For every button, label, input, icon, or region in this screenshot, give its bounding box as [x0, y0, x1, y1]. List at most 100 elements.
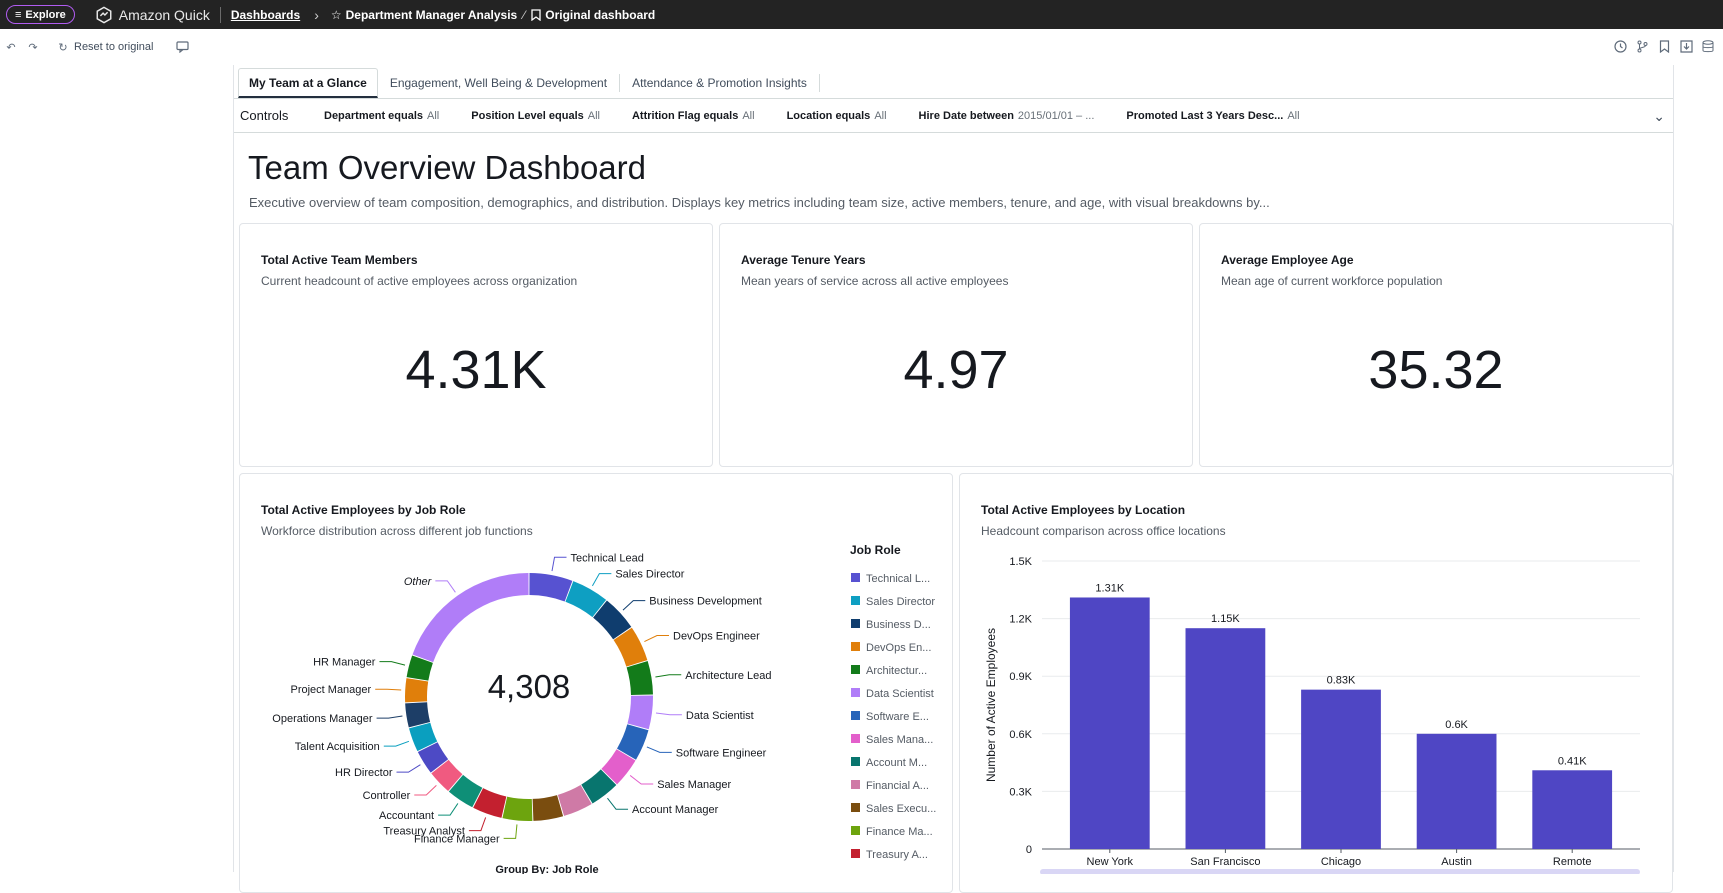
reset-to-original-button[interactable]: ↻ Reset to original: [56, 40, 153, 54]
leader-line: [396, 764, 421, 773]
bar[interactable]: [1185, 628, 1266, 849]
legend-item[interactable]: Account M...: [866, 757, 927, 769]
bookmark-icon[interactable]: [1657, 39, 1671, 53]
donut-slice[interactable]: [613, 627, 648, 667]
dashboard-name: Original dashboard: [545, 7, 656, 22]
brand[interactable]: Amazon Quick: [95, 6, 210, 24]
control-hire-date[interactable]: Hire Date between 2015/01/01 – ...: [918, 109, 1095, 122]
chevron-down-icon[interactable]: ⌄: [1653, 108, 1665, 124]
redo-icon[interactable]: ↷: [28, 41, 38, 54]
divider: [219, 6, 221, 23]
legend-item[interactable]: Software E...: [866, 711, 929, 723]
donut-slice[interactable]: [405, 702, 431, 728]
slice-label: HR Director: [335, 767, 393, 779]
slice-label: Account Manager: [632, 804, 719, 816]
kpi-card-tenure[interactable]: Average Tenure Years Mean years of servi…: [719, 223, 1193, 467]
donut-slice[interactable]: [593, 600, 632, 640]
tab-my-team-at-a-glance[interactable]: My Team at a Glance: [238, 68, 378, 98]
legend-item[interactable]: Architectur...: [866, 665, 927, 677]
control-position-level[interactable]: Position Level equals All: [471, 109, 600, 122]
control-attrition-flag[interactable]: Attrition Flag equals All: [631, 109, 755, 122]
kpi-value: 4.31K: [405, 340, 547, 400]
donut-center-value: 4,308: [488, 668, 571, 705]
bar[interactable]: [1301, 689, 1381, 849]
bar-chart[interactable]: 0 0.3K 0.6K 0.9K 1.2K 1.5K Number of Active Em…: [960, 474, 1672, 874]
donut-slice[interactable]: [627, 695, 653, 730]
legend-item[interactable]: Sales Mana...: [866, 734, 933, 746]
legend-item[interactable]: Sales Execu...: [866, 803, 936, 815]
donut-slice[interactable]: [557, 785, 592, 816]
clock-icon[interactable]: [1613, 39, 1627, 53]
donut-chart[interactable]: 4,308 Group By: Job Role Job Role Techni…: [240, 474, 952, 874]
breadcrumb-dashboard[interactable]: Original dashboard: [531, 8, 655, 22]
slice-label: Software Engineer: [676, 747, 767, 759]
leader-line: [655, 674, 682, 678]
slice-label: Business Development: [649, 596, 762, 608]
slash-separator: ⁄: [523, 7, 526, 22]
control-promoted[interactable]: Promoted Last 3 Years Desc... All: [1126, 109, 1300, 122]
legend-item[interactable]: Data Scientist: [866, 688, 934, 700]
slice-label: Data Scientist: [686, 710, 754, 722]
legend-swatch: [851, 757, 860, 766]
donut-slice[interactable]: [502, 796, 533, 821]
donut-slice[interactable]: [448, 774, 483, 808]
donut-slice[interactable]: [581, 769, 617, 804]
legend-swatch: [851, 780, 860, 789]
branch-icon[interactable]: [1635, 39, 1649, 53]
donut-slice[interactable]: [405, 678, 429, 703]
breadcrumb-analysis[interactable]: ☆ Department Manager Analysis: [331, 8, 517, 22]
bar-data-label: 0.41K: [1558, 755, 1587, 767]
legend-item[interactable]: Business D...: [866, 619, 931, 631]
legend-item[interactable]: DevOps En...: [866, 642, 931, 654]
kpi-card-team-members[interactable]: Total Active Team Members Current headco…: [239, 223, 713, 467]
kpi-title: Average Tenure Years: [741, 253, 866, 267]
legend-swatch: [851, 596, 860, 605]
legend-item[interactable]: Technical L...: [866, 573, 930, 585]
donut-slice[interactable]: [412, 573, 529, 663]
donut-slice[interactable]: [431, 759, 463, 791]
bar[interactable]: [1069, 597, 1150, 849]
legend-item[interactable]: Sales Director: [866, 596, 935, 608]
legend-item[interactable]: Financial A...: [866, 780, 929, 792]
donut-slice[interactable]: [532, 795, 564, 821]
donut-slice[interactable]: [473, 788, 507, 818]
leader-line: [646, 746, 672, 753]
y-tick-label: 0.3K: [1009, 786, 1032, 798]
quick-logo-icon: [96, 6, 112, 23]
bar[interactable]: [1416, 733, 1497, 849]
control-department[interactable]: Department equals All: [324, 109, 440, 122]
bar[interactable]: [1532, 770, 1613, 849]
donut-slice[interactable]: [565, 581, 607, 618]
tab-attendance-promotion[interactable]: Attendance & Promotion Insights: [620, 74, 820, 92]
tab-engagement[interactable]: Engagement, Well Being & Development: [378, 74, 621, 92]
x-tick-label: Austin: [1441, 856, 1472, 868]
legend-item[interactable]: Finance Ma...: [866, 826, 933, 838]
leader-line: [414, 784, 437, 796]
explore-button[interactable]: ≡ Explore: [6, 5, 75, 24]
y-tick-label: 0: [1026, 844, 1032, 856]
legend-item[interactable]: Treasury A...: [866, 849, 928, 861]
bar-data-label: 0.83K: [1327, 675, 1356, 687]
comment-icon[interactable]: [176, 40, 190, 54]
breadcrumb-dashboards[interactable]: Dashboards: [230, 7, 301, 22]
donut-slice[interactable]: [529, 573, 573, 602]
donut-slice[interactable]: [406, 655, 433, 681]
database-icon[interactable]: [1701, 39, 1715, 53]
legend-swatch: [851, 688, 860, 697]
control-location[interactable]: Location equals All: [786, 109, 887, 122]
slice-label: Sales Manager: [657, 779, 731, 791]
kpi-title: Total Active Team Members: [261, 253, 418, 267]
leader-line: [607, 797, 629, 810]
leader-line: [629, 775, 654, 785]
donut-slice[interactable]: [409, 722, 438, 752]
donut-chart-card[interactable]: Total Active Employees by Job Role Workf…: [239, 473, 953, 893]
donut-slice[interactable]: [417, 742, 449, 773]
bar-chart-card[interactable]: Total Active Employees by Location Headc…: [959, 473, 1673, 893]
y-tick-label: 1.5K: [1009, 556, 1032, 568]
donut-slice[interactable]: [601, 749, 636, 785]
donut-slice[interactable]: [626, 661, 653, 695]
undo-icon[interactable]: ↶: [6, 41, 16, 54]
donut-slice[interactable]: [617, 724, 649, 760]
download-icon[interactable]: [1679, 39, 1693, 53]
kpi-card-age[interactable]: Average Employee Age Mean age of current…: [1199, 223, 1673, 467]
